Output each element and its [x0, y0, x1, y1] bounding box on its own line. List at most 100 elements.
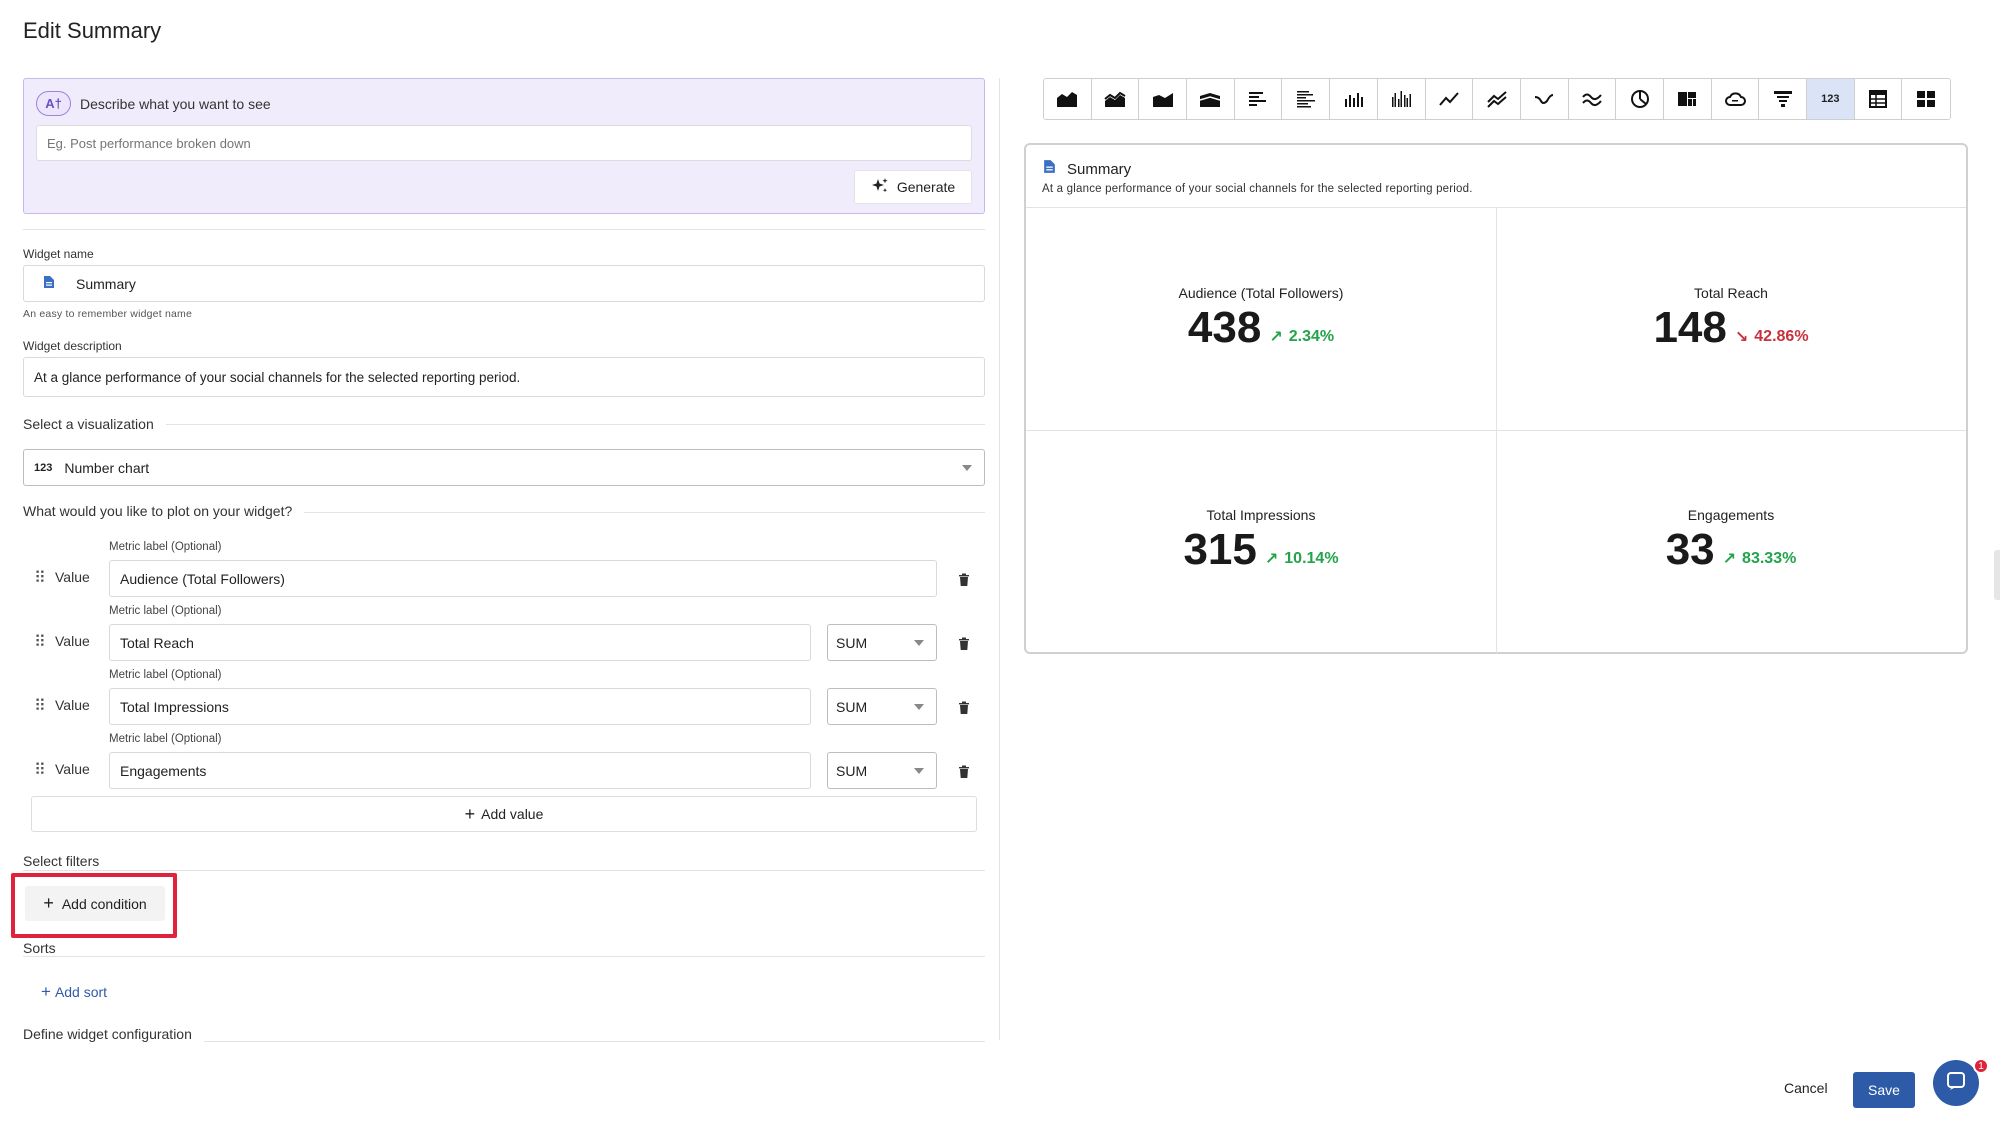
card-title: Summary: [1067, 160, 1132, 178]
visualization-section-title: Select a visualization: [23, 416, 166, 432]
metric-cell-row: 148 ↘ 42.86%: [1653, 303, 1808, 353]
stacked-area-icon[interactable]: [1091, 79, 1140, 119]
aggregation-select[interactable]: SUM: [827, 752, 937, 789]
add-condition-button[interactable]: + Add condition: [25, 886, 165, 921]
trash-icon[interactable]: [957, 637, 971, 651]
change-value: 42.86%: [1754, 328, 1809, 345]
drag-handle-icon[interactable]: ⠿: [34, 570, 46, 587]
column-chart-icon[interactable]: [1330, 79, 1378, 119]
metric-cell-value: 33: [1665, 525, 1715, 574]
aggregation-value: SUM: [836, 762, 868, 779]
line-chart-icon[interactable]: [1425, 79, 1474, 119]
metric-cell-value: 438: [1187, 303, 1262, 352]
drag-handle-icon[interactable]: ⠿: [34, 762, 46, 779]
widget-name-value: Summary: [76, 275, 136, 292]
divider: [23, 424, 985, 425]
chevron-down-icon: [962, 465, 972, 471]
metric-cell: Total Reach 148 ↘ 42.86%: [1496, 208, 1966, 430]
metric-input[interactable]: Total Impressions: [109, 688, 811, 725]
divider: [23, 956, 985, 957]
config-section-title: Define widget configuration: [23, 1026, 204, 1042]
sorts-section-title: Sorts: [23, 940, 68, 956]
column-grouped-icon[interactable]: [1377, 79, 1426, 119]
ai-header: A† Describe what you want to see: [36, 91, 271, 116]
ai-prompt-input[interactable]: [36, 125, 972, 161]
metric-cell-row: 438 ↗ 2.34%: [1188, 303, 1334, 353]
divider: [23, 229, 985, 230]
panel-divider: [999, 78, 1000, 1040]
row-value-label: Value: [55, 569, 90, 585]
treemap-icon[interactable]: [1663, 79, 1712, 119]
add-condition-label: Add condition: [61, 895, 147, 912]
widget-name-label: Widget name: [23, 247, 94, 261]
area-stream-icon[interactable]: [1187, 79, 1235, 119]
aggregation-select[interactable]: SUM: [827, 624, 937, 661]
divider: [23, 1041, 985, 1042]
chat-button[interactable]: [1933, 1060, 1979, 1106]
multi-line-icon[interactable]: [1473, 79, 1521, 119]
add-sort-link[interactable]: + Add sort: [41, 982, 107, 1002]
pivot-table-icon[interactable]: [1854, 79, 1903, 119]
aggregation-select[interactable]: SUM: [827, 688, 937, 725]
number-chart-icon[interactable]: 123: [1807, 79, 1855, 119]
aggregation-value: SUM: [836, 634, 868, 651]
visualization-select[interactable]: 123 Number chart: [23, 449, 985, 486]
filters-section-title: Select filters: [23, 853, 112, 869]
generate-label: Generate: [896, 179, 956, 195]
document-icon: [34, 275, 76, 292]
pie-chart-icon[interactable]: [1616, 79, 1664, 119]
wave-line-icon[interactable]: [1568, 79, 1617, 119]
ai-title: Describe what you want to see: [80, 95, 271, 112]
metric-cell-label: Total Impressions: [1206, 507, 1316, 523]
area-step-icon[interactable]: [1139, 79, 1188, 119]
row-value-label: Value: [55, 633, 90, 649]
funnel-table-icon[interactable]: [1759, 79, 1807, 119]
metric-cell-change: ↘ 42.86%: [1735, 327, 1809, 347]
metric-cell: Engagements 33 ↗ 83.33%: [1496, 430, 1966, 652]
metric-cell-label: Engagements: [1687, 507, 1775, 523]
metric-input[interactable]: Engagements: [109, 752, 811, 789]
trend-up-icon: ↗: [1722, 551, 1737, 568]
metric-input[interactable]: Total Reach: [109, 624, 811, 661]
bar-horizontal-stacked-icon[interactable]: [1282, 79, 1331, 119]
widget-name-field[interactable]: Summary: [23, 265, 985, 302]
metric-label-caption: Metric label (Optional): [109, 605, 222, 617]
drag-handle-icon[interactable]: ⠿: [34, 698, 46, 715]
metric-label-caption: Metric label (Optional): [109, 669, 222, 681]
chevron-down-icon: [914, 640, 924, 646]
generate-button[interactable]: Generate: [854, 170, 972, 204]
metric-input[interactable]: Audience (Total Followers): [109, 560, 937, 597]
aggregation-value: SUM: [836, 698, 868, 715]
metric-cell-change: ↗ 2.34%: [1269, 327, 1334, 347]
widget-description-field[interactable]: At a glance performance of your social c…: [23, 357, 985, 397]
trash-icon[interactable]: [957, 701, 971, 715]
bar-horizontal-icon[interactable]: [1234, 79, 1283, 119]
grid-table-icon[interactable]: [1902, 79, 1951, 119]
divider: [23, 870, 985, 871]
area-chart-icon[interactable]: [1044, 79, 1092, 119]
spline-icon[interactable]: [1520, 79, 1569, 119]
word-cloud-icon[interactable]: [1711, 79, 1760, 119]
ai-badge-icon: A†: [36, 91, 71, 116]
cancel-button[interactable]: Cancel: [1784, 1080, 1828, 1096]
chat-icon: [1945, 1070, 1967, 1097]
change-value: 83.33%: [1742, 550, 1797, 567]
metric-cell-value: 315: [1183, 525, 1257, 574]
card-header: Summary: [1042, 159, 1131, 179]
add-value-button[interactable]: + Add value: [31, 796, 977, 832]
metric-cell: Total Impressions 315 ↗ 10.14%: [1026, 430, 1496, 652]
sparkle-icon: [871, 177, 889, 198]
change-value: 2.34%: [1288, 328, 1335, 345]
metric-label-caption: Metric label (Optional): [109, 733, 222, 745]
notification-badge: 1: [1973, 1058, 1989, 1074]
drag-handle-icon[interactable]: ⠿: [34, 634, 46, 651]
add-value-label: Add value: [481, 806, 544, 822]
trash-icon[interactable]: [957, 765, 971, 779]
highlight-box: [11, 873, 177, 938]
add-sort-label: Add sort: [54, 984, 108, 1000]
trend-up-icon: ↗: [1269, 329, 1283, 346]
save-button[interactable]: Save: [1853, 1072, 1915, 1108]
plus-icon: +: [41, 982, 51, 1001]
trash-icon[interactable]: [957, 573, 971, 587]
visualization-selected: Number chart: [64, 459, 150, 476]
